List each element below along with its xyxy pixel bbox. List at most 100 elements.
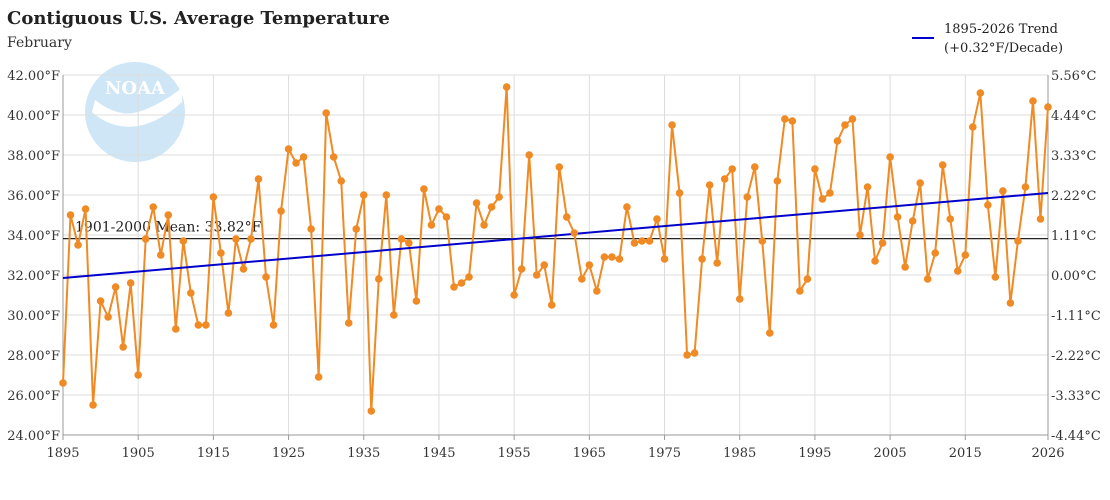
data-point-1986	[743, 193, 752, 201]
data-point-1996	[818, 195, 827, 203]
data-point-2012	[938, 161, 947, 169]
data-point-1930	[322, 109, 330, 117]
x-tick-label: 1895	[46, 446, 79, 461]
data-point-1958	[532, 271, 541, 279]
data-point-1938	[382, 191, 391, 199]
y-tick-label: 38.00°F	[7, 149, 60, 164]
data-point-1904	[126, 279, 135, 287]
data-point-1922	[262, 273, 270, 281]
data-point-1976	[668, 121, 676, 129]
data-point-1941	[405, 239, 413, 247]
legend-trend-swatch	[912, 37, 934, 39]
data-point-2007	[901, 263, 909, 271]
legend-trend-title: 1895-2026 Trend	[944, 22, 1058, 37]
data-point-1932	[337, 177, 346, 185]
data-point-1998	[833, 137, 842, 145]
data-point-1939	[390, 311, 398, 319]
data-point-1895	[59, 379, 67, 387]
data-point-2021	[1006, 299, 1015, 307]
y2-tick-label: 3.33°C	[1051, 149, 1096, 164]
data-point-1989	[765, 329, 774, 337]
data-point-1956	[517, 265, 526, 273]
x-tick-label: 2015	[949, 446, 982, 461]
data-point-1972	[638, 237, 646, 245]
data-point-1990	[773, 177, 782, 185]
data-point-1923	[269, 321, 278, 329]
trend-line	[62, 192, 1049, 279]
data-point-1953	[495, 193, 503, 201]
noaa-logo-text: NOAA	[105, 78, 166, 99]
data-point-1929	[314, 373, 323, 381]
data-point-1897	[74, 241, 82, 249]
data-point-1977	[675, 189, 684, 197]
data-point-1949	[465, 273, 473, 281]
data-point-1936	[367, 407, 376, 415]
data-point-1974	[653, 215, 661, 223]
y-tick-label: 40.00°F	[7, 109, 60, 124]
data-point-1970	[623, 203, 631, 211]
data-point-1919	[239, 265, 248, 273]
data-point-1899	[89, 401, 97, 409]
x-tick-label: 1905	[122, 446, 155, 461]
data-point-1999	[841, 121, 849, 129]
data-point-2019	[991, 273, 1000, 281]
data-point-1900	[96, 297, 105, 305]
axes: 24.00°F -4.44°C 26.00°F -3.33°C 28.00°F -2.22…	[7, 69, 1101, 461]
data-point-1906	[141, 235, 150, 243]
data-point-1901	[104, 313, 112, 321]
data-point-1980	[698, 255, 706, 263]
data-point-1913	[194, 321, 203, 329]
data-point-1910	[171, 325, 180, 333]
data-series	[59, 83, 1052, 415]
data-point-1983	[720, 175, 729, 183]
data-point-2025	[1036, 215, 1045, 223]
data-point-1944	[427, 221, 436, 229]
y-tick-label: 30.00°F	[7, 309, 60, 324]
data-point-2011	[931, 249, 940, 257]
data-point-1948	[457, 279, 466, 287]
data-point-1992	[788, 117, 797, 125]
data-point-2000	[848, 115, 857, 123]
y2-tick-label: 1.11°C	[1051, 229, 1096, 244]
data-point-1954	[502, 83, 511, 91]
y-tick-label: 24.00°F	[7, 429, 60, 444]
x-tick-label: 2005	[874, 446, 907, 461]
data-point-1997	[826, 189, 834, 197]
data-point-1988	[758, 237, 767, 245]
series-line	[62, 86, 1049, 412]
legend[interactable]: 1895-2026 Trend (+0.32°F/Decade)	[912, 20, 1092, 60]
noaa-logo-circle	[85, 62, 185, 162]
data-point-1908	[156, 251, 165, 259]
data-point-2018	[984, 201, 992, 209]
data-point-2022	[1014, 237, 1022, 245]
data-point-2013	[946, 215, 955, 223]
data-point-2020	[999, 187, 1007, 195]
data-point-1960	[547, 301, 556, 309]
data-point-2003	[871, 257, 879, 265]
data-point-1961	[555, 163, 564, 171]
data-point-1963	[570, 229, 579, 237]
data-point-2014	[953, 267, 962, 275]
data-point-1985	[735, 295, 744, 303]
data-point-1914	[202, 321, 210, 329]
data-point-1973	[645, 237, 654, 245]
data-point-2004	[878, 239, 887, 247]
x-tick-label: 1975	[648, 446, 681, 461]
y-tick-label: 26.00°F	[7, 389, 60, 404]
data-point-1907	[149, 203, 158, 211]
data-point-1898	[81, 205, 90, 213]
data-point-1940	[397, 235, 406, 243]
noaa-logo-bird-icon	[92, 88, 182, 127]
y-tick-label: 28.00°F	[7, 349, 60, 364]
x-tick-label: 1965	[573, 446, 606, 461]
y2-tick-label: 2.22°C	[1051, 189, 1096, 204]
data-point-1912	[187, 289, 195, 297]
data-point-1967	[600, 253, 609, 261]
x-tick-label: 1935	[347, 446, 380, 461]
x-tick-label: 2026	[1031, 446, 1064, 461]
data-point-1928	[307, 225, 315, 233]
data-point-1934	[352, 225, 361, 233]
data-point-1968	[608, 253, 616, 261]
data-point-1903	[119, 343, 127, 351]
